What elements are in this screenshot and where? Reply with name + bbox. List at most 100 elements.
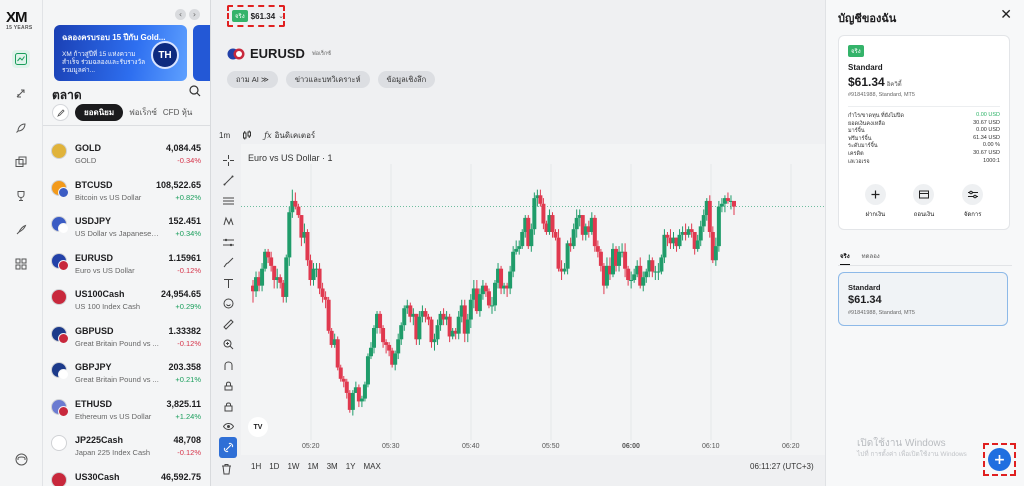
copy-icon[interactable] <box>12 153 30 171</box>
instrument-change: +0.29% <box>175 302 201 311</box>
pattern-icon[interactable] <box>219 212 237 233</box>
market-row[interactable]: US100Cash US 100 Index Cash 24,954.65 +0.29… <box>43 283 210 320</box>
brush-icon[interactable] <box>219 253 237 274</box>
account-balance-button[interactable]: จริง $61.34 ⌄ <box>227 5 285 27</box>
candle-body <box>601 265 606 286</box>
trophy-icon[interactable] <box>12 187 30 205</box>
market-row[interactable]: JP225Cash Japan 225 Index Cash 48,708 -0.12… <box>43 429 210 466</box>
candle <box>480 280 485 300</box>
promo-next-button[interactable]: › <box>189 9 200 20</box>
candle-body <box>541 203 546 224</box>
candle-body <box>577 215 582 218</box>
zoom-in-icon[interactable] <box>219 335 237 356</box>
market-row[interactable]: GBPUSD Great Britain Pound vs ... 1.33382 -… <box>43 320 210 357</box>
magnet-icon[interactable] <box>219 355 237 376</box>
chart-clock: 06:11:27 (UTC+3) <box>750 462 814 471</box>
candle <box>486 288 491 309</box>
account-type: Standard <box>848 63 883 72</box>
lock-icon[interactable] <box>219 396 237 417</box>
tab-cfd[interactable]: CFD หุ้น <box>162 108 193 117</box>
candle <box>604 257 609 289</box>
manage-button[interactable]: จัดการ <box>962 184 984 219</box>
transfer-icon[interactable] <box>12 85 30 103</box>
candle <box>329 328 334 348</box>
ask-ai-chip[interactable]: ถาม AI ≫ <box>227 71 278 88</box>
range-button-1m[interactable]: 1M <box>307 462 319 471</box>
market-row[interactable]: US30CashWall Street 30 Index ...46,592.7… <box>43 466 210 486</box>
insights-chip[interactable]: ข้อมูลเชิงลึก <box>377 71 436 88</box>
candle-body <box>269 257 274 266</box>
emoji-icon[interactable] <box>219 294 237 315</box>
timeframe-button[interactable]: 1m <box>219 131 231 140</box>
promo-banner-next[interactable] <box>193 25 210 81</box>
tab-forex[interactable]: ฟอเร็กซ์ <box>129 108 157 117</box>
range-button-1h[interactable]: 1H <box>251 462 262 471</box>
lock-drawing-icon[interactable] <box>219 376 237 397</box>
range-button-3m[interactable]: 3M <box>326 462 338 471</box>
candle-body <box>293 200 298 207</box>
candle-body <box>459 305 464 317</box>
tab-demo[interactable]: ทดลอง <box>861 254 880 260</box>
account-list-item[interactable]: Standard $61.34 #91841988, Standard, MT5 <box>838 272 1008 326</box>
candle-body <box>562 268 567 272</box>
market-row[interactable]: GBPJPY Great Britain Pound vs ... 203.358 +… <box>43 356 210 393</box>
candle <box>493 280 498 312</box>
tab-real[interactable]: จริง <box>840 251 850 265</box>
projection-icon[interactable] <box>219 232 237 253</box>
ruler-icon[interactable] <box>219 314 237 335</box>
market-row[interactable]: BTCUSD Bitcoin vs US Dollar 108,522.65 +0.8… <box>43 174 210 211</box>
markets-tabs: ยอดนิยม ฟอเร็กซ์ CFD หุ้น <box>52 104 192 121</box>
rocket-icon[interactable] <box>12 119 30 137</box>
tab-popular[interactable]: ยอดนิยม <box>75 104 124 121</box>
text-icon[interactable] <box>219 273 237 294</box>
chart-icon[interactable] <box>12 50 30 68</box>
link-icon[interactable] <box>219 437 237 458</box>
instrument-symbol: JP225Cash <box>75 435 124 445</box>
range-button-max[interactable]: MAX <box>363 462 381 471</box>
candle-body <box>317 268 322 289</box>
instrument-symbol: GBPJPY <box>75 362 112 372</box>
range-button-1w[interactable]: 1W <box>287 462 300 471</box>
indicators-button[interactable]: ƒx อินดิเคเตอร์ <box>264 131 316 140</box>
candle-body <box>653 271 658 273</box>
deposit-button[interactable]: ฝากเงิน <box>864 184 886 219</box>
search-icon[interactable] <box>189 84 201 102</box>
candle-body <box>356 387 361 402</box>
candle <box>326 296 331 334</box>
account-stats: กำไร/ขาดทุน ที่ยังไม่ปิด 0.00 USD ยอดเงินค… <box>848 112 1000 165</box>
support-icon[interactable] <box>12 450 30 468</box>
instrument-price: 108,522.65 <box>155 179 201 190</box>
range-button-1y[interactable]: 1Y <box>345 462 356 471</box>
apps-icon[interactable] <box>12 255 30 273</box>
candle-body <box>565 243 570 269</box>
market-row[interactable]: USDJPY US Dollar vs Japanese Y... 152.451 +… <box>43 210 210 247</box>
chart-title: Euro vs US Dollar · 1 <box>248 153 333 163</box>
market-row[interactable]: EURUSD Euro vs US Dollar 1.15961 -0.12% <box>43 247 210 284</box>
trash-icon[interactable] <box>221 462 232 480</box>
promo-prev-button[interactable]: ‹ <box>175 9 186 20</box>
range-button-1d[interactable]: 1D <box>269 462 280 471</box>
eye-icon[interactable] <box>219 417 237 438</box>
candle <box>384 339 389 354</box>
stat-row: เลเวอเรจ 1000:1 <box>848 158 1000 166</box>
trendline-icon[interactable] <box>219 171 237 192</box>
market-row[interactable]: GOLD GOLD 4,084.45 -0.34% <box>43 137 210 174</box>
candlestick-chart[interactable]: Euro vs US Dollar · 1 TV <box>241 144 825 455</box>
candle-body <box>365 356 370 385</box>
promo-banner[interactable]: ฉลองครบรอบ 15 ปีกับ Gold... XM ก้าวสู่ปี… <box>54 25 187 81</box>
close-icon[interactable]: ✕ <box>1000 7 1012 23</box>
news-chip[interactable]: ข่าวและบทวิเคราะห์ <box>285 71 370 88</box>
crosshair-icon[interactable] <box>219 150 237 171</box>
xm-logo[interactable]: XM 15 YEARS <box>6 9 33 31</box>
range-buttons: 1H 1D 1W 1M 3M 1Y MAX <box>251 462 381 471</box>
add-account-button[interactable]: + <box>988 448 1011 471</box>
withdraw-button[interactable]: ถอนเงิน <box>913 184 935 219</box>
instrument-desc: Euro vs US Dollar <box>75 265 135 275</box>
market-row[interactable]: ETHUSD Ethereum vs US Dollar 3,825.11 +1.24… <box>43 393 210 430</box>
quote-currency-icon <box>58 332 69 344</box>
launch-icon[interactable] <box>12 221 30 239</box>
fib-icon[interactable] <box>219 191 237 212</box>
candle-type-icon[interactable] <box>242 130 252 142</box>
edit-icon[interactable] <box>52 104 69 121</box>
instrument-price: 3,825.11 <box>166 398 201 409</box>
